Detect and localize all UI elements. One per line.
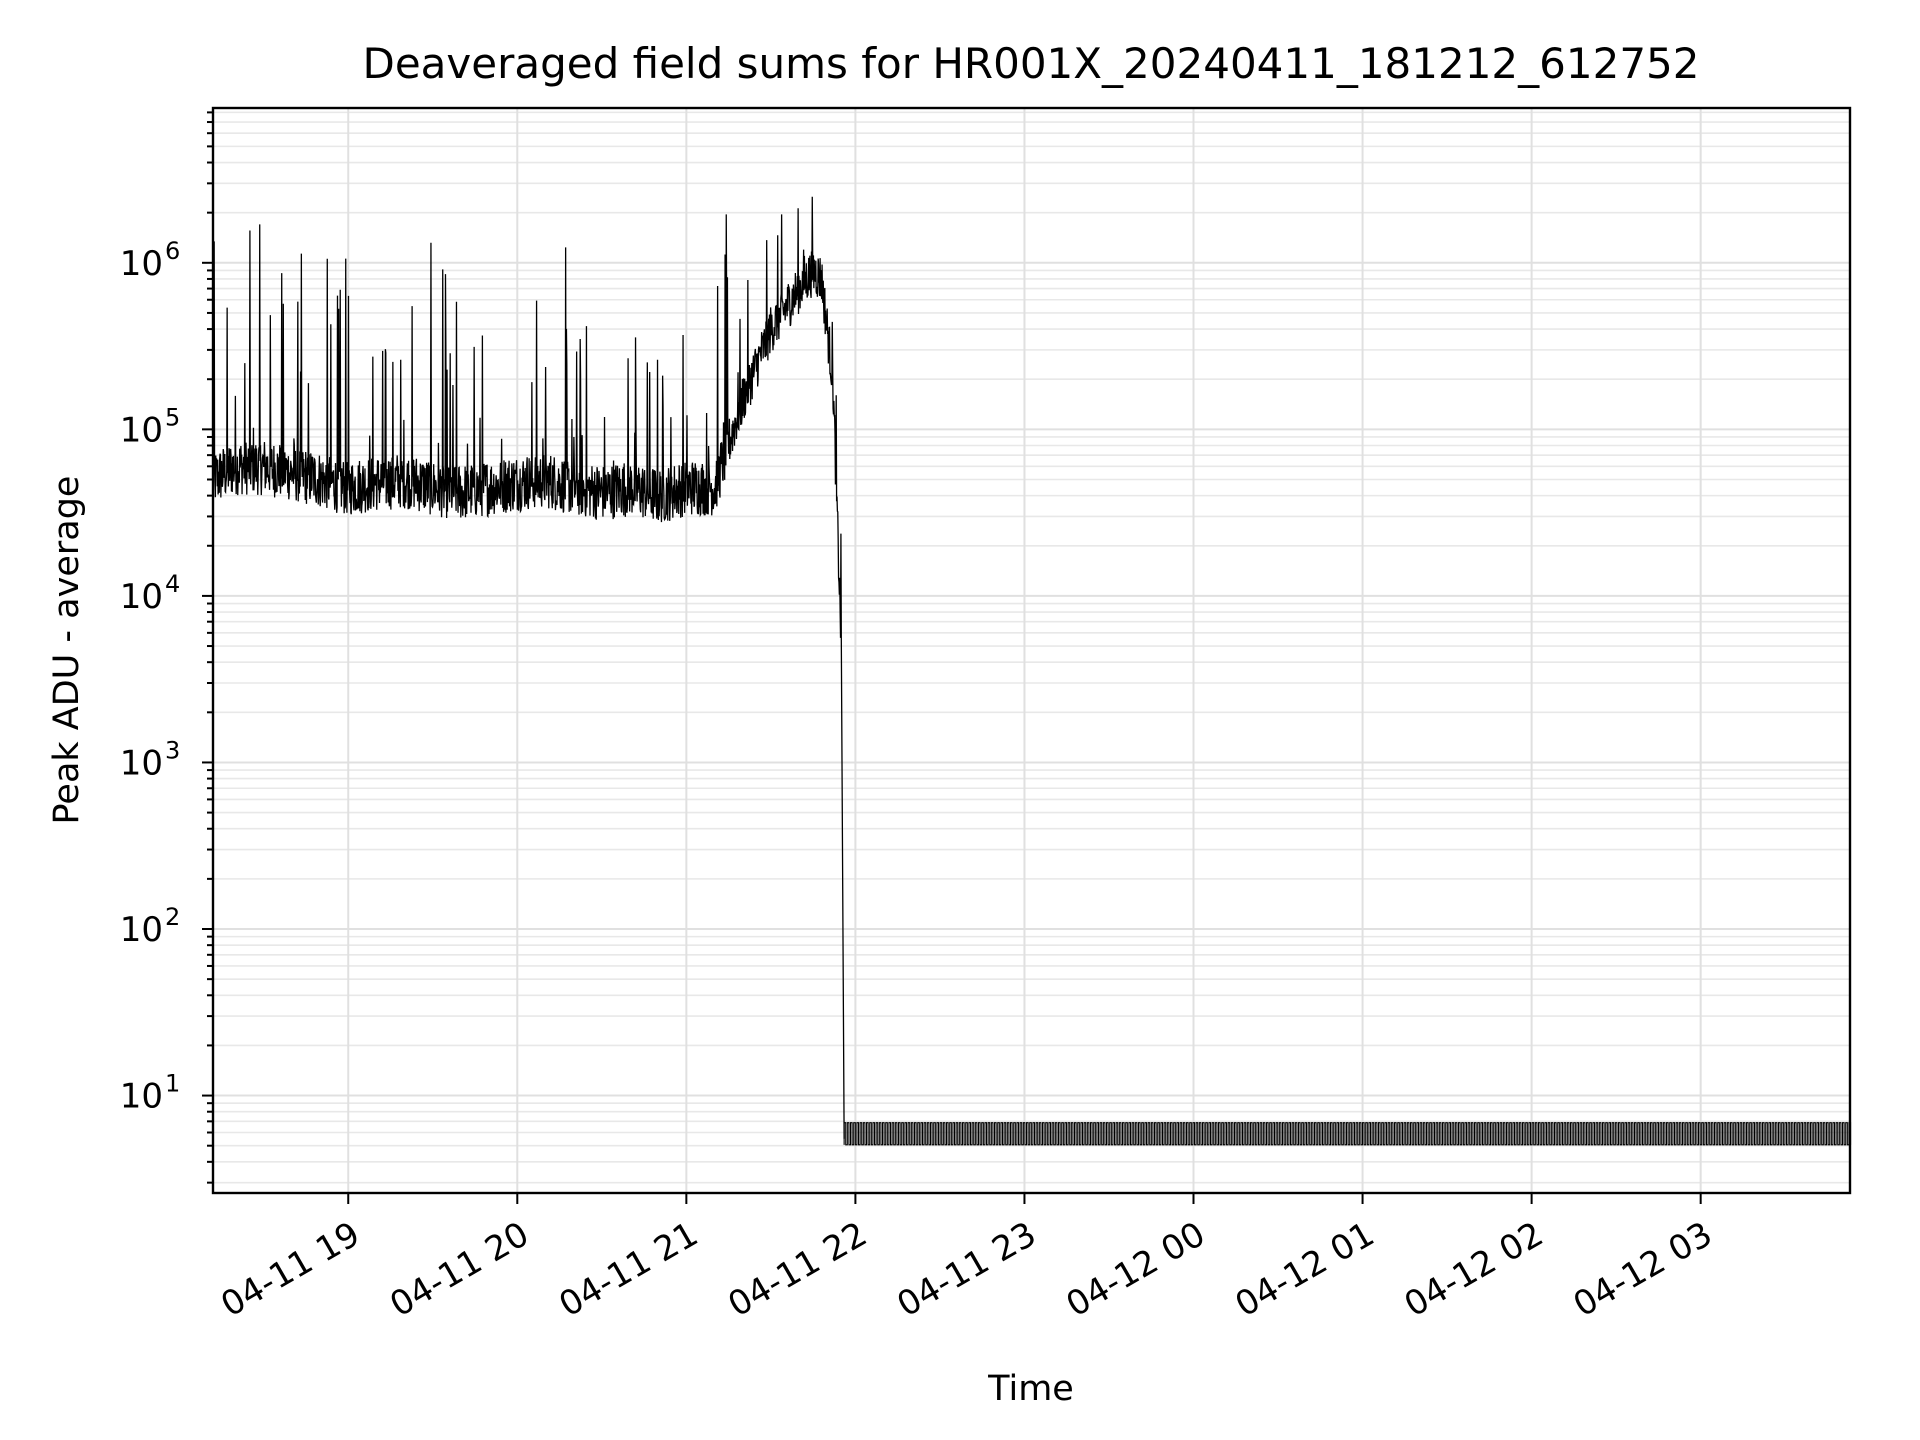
x-tick-label: 04-11 19 (214, 1214, 366, 1325)
y-tick-exponent: 4 (165, 570, 180, 598)
y-tick-base: 10 (120, 410, 163, 450)
y-tick-exponent: 6 (165, 237, 180, 265)
x-axis-label: Time (987, 1369, 1074, 1409)
x-axis: 04-11 19 04-11 20 04-11 21 04-11 22 04-11 23… (214, 1193, 1719, 1325)
y-tick-label: 10 (120, 577, 163, 617)
x-tick-label: 04-12 01 (1229, 1214, 1381, 1325)
y-tick-exponent: 2 (165, 903, 180, 931)
series-flat-tail (843, 1122, 1852, 1146)
y-tick-base: 10 (120, 577, 163, 617)
x-tick-label: 04-11 21 (552, 1214, 704, 1325)
data-series (212, 196, 1852, 1146)
x-tick-label: 04-11 23 (891, 1214, 1043, 1325)
plot-area-frame (211, 106, 1852, 1195)
grid (213, 108, 1850, 1193)
chart-title: Deaveraged field sums for HR001X_2024041… (363, 39, 1700, 88)
x-tick-label: 04-12 03 (1567, 1214, 1719, 1325)
y-tick-label: 10 (120, 244, 163, 284)
x-tick-label: 04-12 00 (1060, 1214, 1212, 1325)
x-tick-label: 04-11 20 (383, 1214, 535, 1325)
y-tick-base: 10 (120, 244, 163, 284)
y-tick-label: 10 (120, 910, 163, 950)
y-tick-base: 10 (120, 743, 163, 783)
series-line (212, 196, 845, 1139)
x-tick-label: 04-11 22 (722, 1214, 874, 1325)
y-tick-label: 10 (120, 1077, 163, 1117)
y-tick-base: 10 (120, 910, 163, 950)
y-tick-exponent: 3 (165, 736, 180, 764)
y-axis-label: Peak ADU - average (47, 476, 87, 825)
x-tick-label: 04-12 02 (1398, 1214, 1550, 1325)
y-tick-label: 10 (120, 743, 163, 783)
y-tick-label: 10 (120, 410, 163, 450)
y-tick-exponent: 1 (165, 1070, 180, 1098)
y-tick-base: 10 (120, 1077, 163, 1117)
y-tick-exponent: 5 (165, 403, 180, 431)
